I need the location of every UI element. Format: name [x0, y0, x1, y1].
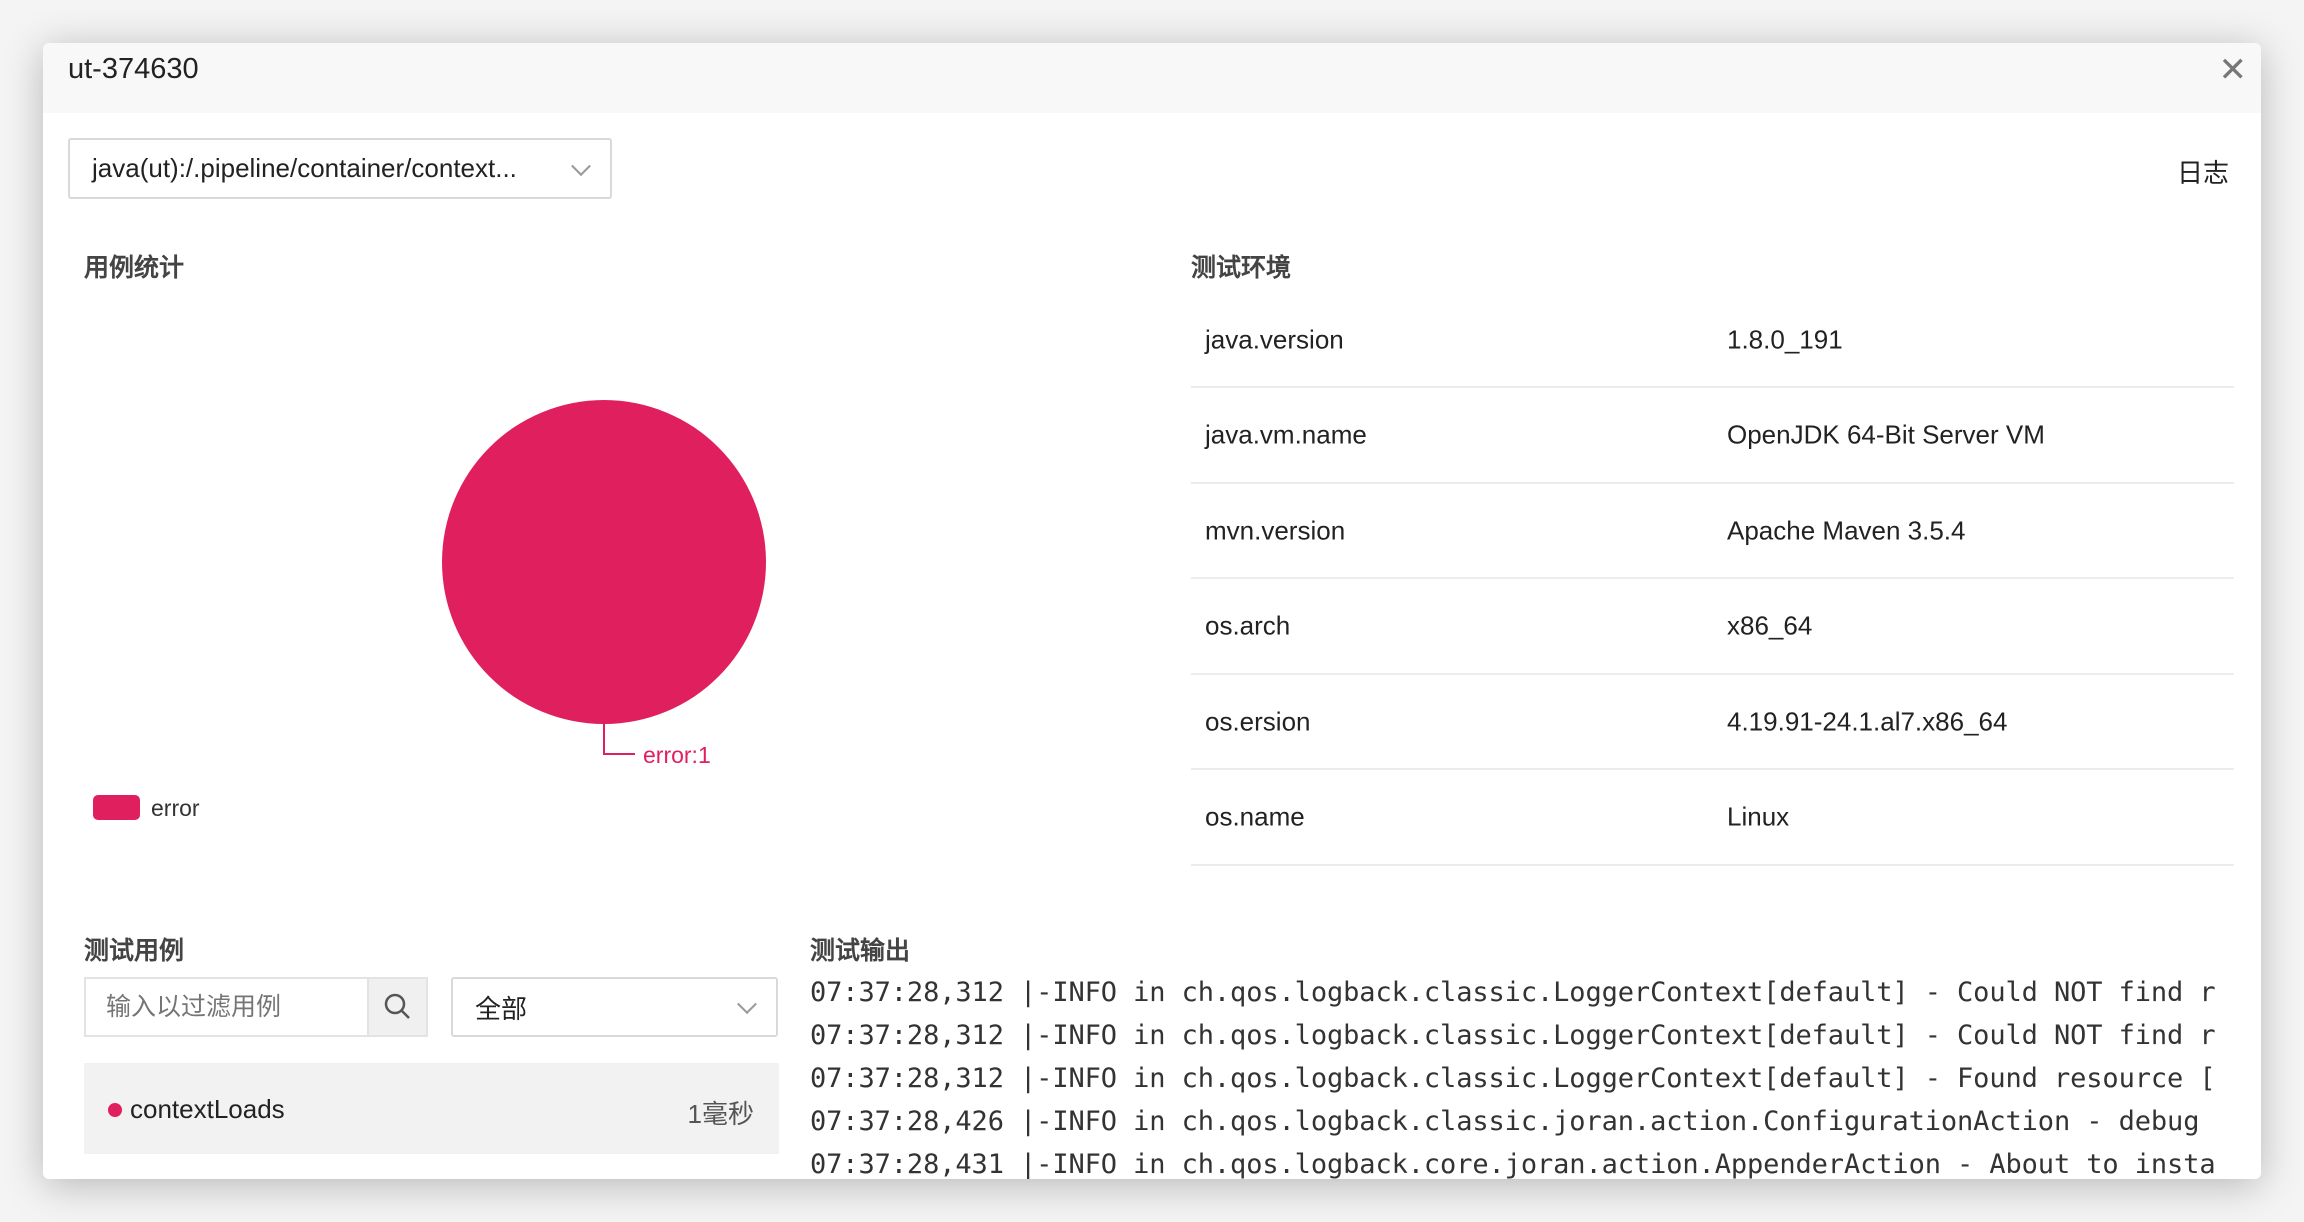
log-line: 07:37:28,312 |-INFO in ch.qos.logback.cl… — [810, 977, 2216, 1008]
env-value: Linux — [1727, 801, 1790, 832]
log-line: 07:37:28,426 |-INFO in ch.qos.logback.cl… — [810, 1106, 2216, 1137]
env-value: OpenJDK 64-Bit Server VM — [1727, 419, 2045, 450]
legend-label-error[interactable]: error — [151, 795, 200, 821]
env-value: 4.19.91-24.1.al7.x86_64 — [1727, 706, 2008, 736]
log-link[interactable]: 日志 — [2177, 158, 2230, 188]
env-row: os.ersion 4.19.91-24.1.al7.x86_64 — [1191, 675, 2234, 770]
env-value: 1.8.0_191 — [1727, 324, 1843, 354]
env-key: os.name — [1205, 801, 1305, 832]
env-value: x86_64 — [1727, 610, 1813, 641]
env-table: java.version 1.8.0_191 java.vm.name OpenJDK… — [1191, 293, 2234, 873]
env-row: os.name Linux — [1191, 771, 2234, 866]
env-key: java.vm.name — [1205, 419, 1367, 450]
case-filter-input[interactable] — [84, 977, 368, 1037]
log-line: 07:37:28,312 |-INFO in ch.qos.logback.cl… — [810, 1063, 2216, 1094]
search-icon — [384, 993, 410, 1019]
status-filter-value: 全部 — [475, 993, 528, 1024]
module-select-value: java(ut):/.pipeline/container/context... — [92, 153, 517, 183]
env-value: Apache Maven 3.5.4 — [1727, 515, 1966, 545]
close-icon[interactable]: ✕ — [2218, 51, 2248, 89]
pie-label-line — [603, 724, 635, 755]
env-row: os.arch x86_64 — [1191, 580, 2234, 675]
env-key: os.ersion — [1205, 706, 1311, 736]
env-row: java.vm.name OpenJDK 64-Bit Server VM — [1191, 389, 2234, 484]
cases-heading: 测试用例 — [84, 937, 185, 965]
output-log: 07:37:28,312 |-INFO in ch.qos.logback.cl… — [43, 43, 2234, 1179]
case-list-item[interactable]: contextLoads 1毫秒 — [84, 1063, 779, 1154]
legend-swatch-error[interactable] — [93, 795, 140, 820]
env-key: os.arch — [1205, 610, 1291, 641]
stats-heading: 用例统计 — [84, 254, 185, 282]
pie-chart: error:1 error — [93, 400, 766, 821]
env-key: mvn.version — [1205, 515, 1346, 545]
env-heading: 测试环境 — [1191, 254, 1292, 282]
log-line: 07:37:28,431 |-INFO in ch.qos.logback.co… — [810, 1149, 2216, 1179]
env-key: java.version — [1205, 324, 1344, 354]
pie-slice-error[interactable] — [442, 400, 766, 724]
env-row: java.version 1.8.0_191 — [1191, 293, 2234, 388]
status-dot — [108, 1103, 122, 1117]
module-select[interactable]: java(ut):/.pipeline/container/context... — [68, 138, 612, 199]
dialog-header: ut-374630 ✕ — [43, 43, 2261, 113]
case-name: contextLoads — [130, 1094, 285, 1124]
dialog: ut-374630 ✕ java(ut):/.pipeline/containe… — [43, 43, 2261, 1179]
pie-data-label: error:1 — [643, 742, 711, 768]
dialog-title: ut-374630 — [68, 53, 199, 85]
case-duration: 1毫秒 — [687, 1099, 754, 1129]
log-line: 07:37:28,312 |-INFO in ch.qos.logback.cl… — [810, 1020, 2216, 1051]
status-filter-select[interactable]: 全部 — [451, 977, 778, 1037]
search-button[interactable] — [367, 977, 428, 1037]
env-row: mvn.version Apache Maven 3.5.4 — [1191, 484, 2234, 579]
output-heading: 测试输出 — [810, 937, 911, 965]
